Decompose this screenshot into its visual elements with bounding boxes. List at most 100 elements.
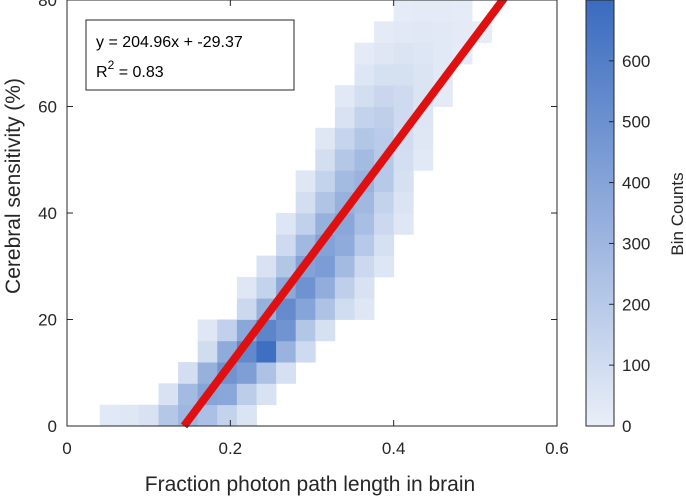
colorbar-tick-label: 100 xyxy=(622,356,650,375)
heatmap-bin xyxy=(354,298,375,320)
heatmap-bin xyxy=(393,63,414,86)
heatmap-bin xyxy=(374,85,395,107)
heatmap-bin xyxy=(197,362,218,384)
heatmap-bin xyxy=(236,362,257,384)
heatmap-bin xyxy=(256,340,277,363)
heatmap-bin xyxy=(334,106,355,129)
colorbar-tick-label: 0 xyxy=(622,417,631,436)
heatmap-bin xyxy=(178,383,199,406)
heatmap-bin xyxy=(315,191,336,214)
heatmap-bin xyxy=(413,42,434,65)
heatmap-bin xyxy=(99,404,120,427)
colorbar-title: Bin Counts xyxy=(668,172,686,255)
heatmap-bin xyxy=(452,0,473,22)
colorbar xyxy=(585,0,615,427)
heatmap-bin xyxy=(374,234,395,256)
heatmap-bin xyxy=(413,127,434,150)
heatmap-bin xyxy=(138,404,159,427)
heatmap-bin xyxy=(334,170,355,193)
heatmap-bin xyxy=(354,42,375,65)
heatmap-bin xyxy=(354,255,375,278)
heatmap-bin xyxy=(413,149,434,171)
fit-r-squared: R2 = 0.83 xyxy=(96,58,164,81)
heatmap-bin xyxy=(197,404,218,427)
heatmap-bin xyxy=(334,234,355,256)
heatmap-bin xyxy=(374,170,395,193)
heatmap-bin xyxy=(413,0,434,22)
heatmap-bin xyxy=(315,170,336,193)
y-tick-label: 40 xyxy=(38,204,57,223)
y-axis-ticks: 0 20 40 60 80 xyxy=(38,0,557,436)
heatmap-bin xyxy=(354,276,375,299)
x-axis-ticks: 0 0.2 0.4 0.6 xyxy=(62,0,569,458)
heatmap-bin xyxy=(334,127,355,150)
heatmap-bin xyxy=(393,191,414,214)
heatmap-bin xyxy=(432,0,453,22)
heatmap-bin xyxy=(374,63,395,86)
heatmap-bin xyxy=(315,127,336,150)
heatmap-bin xyxy=(393,213,414,235)
heatmap-bin xyxy=(197,319,218,342)
heatmap-bin xyxy=(256,383,277,406)
colorbar-ticks: 0 100 200 300 400 500 600 xyxy=(609,52,650,436)
heatmap-bin xyxy=(354,106,375,129)
heatmap-bin xyxy=(315,149,336,171)
heatmap-bin xyxy=(334,298,355,320)
heatmap-bin xyxy=(295,298,316,320)
heatmap-bin xyxy=(393,85,414,107)
heatmap-bin xyxy=(432,21,453,43)
heatmap-bin xyxy=(374,213,395,235)
heatmap-bin xyxy=(354,127,375,150)
y-tick-label: 60 xyxy=(38,98,57,117)
colorbar-tick-label: 300 xyxy=(622,234,650,253)
fit-equation: y = 204.96x + -29.37 xyxy=(96,34,243,51)
heatmap-bin xyxy=(354,234,375,256)
heatmap-bin xyxy=(276,362,297,384)
heatmap-bin xyxy=(119,404,140,427)
heatmap-bin xyxy=(256,276,277,299)
heatmap-bin xyxy=(354,85,375,107)
heatmap-bin xyxy=(236,298,257,320)
heatmap-bin xyxy=(256,255,277,278)
heatmap-bin xyxy=(315,255,336,278)
heatmap-bin xyxy=(256,362,277,384)
heatmap-bin xyxy=(374,255,395,278)
heatmap-bin xyxy=(217,383,238,406)
heatmap-bin xyxy=(236,276,257,299)
heatmap-bin xyxy=(158,383,179,406)
heatmap-bin xyxy=(236,404,257,427)
heatmap-bin xyxy=(354,149,375,171)
heatmap-bin xyxy=(295,340,316,363)
x-axis-title: Fraction photon path length in brain xyxy=(145,473,475,496)
heatmap-bin xyxy=(334,149,355,171)
heatmap-bin xyxy=(452,21,473,43)
heatmap-bin xyxy=(393,149,414,171)
fit-line-layer xyxy=(180,0,508,429)
x-tick-label: 0.4 xyxy=(382,439,406,458)
heatmap-bin xyxy=(393,42,414,65)
heatmap-bin xyxy=(432,42,453,65)
colorbar-tick-label: 400 xyxy=(622,174,650,193)
y-tick-label: 80 xyxy=(38,0,57,10)
heatmap-bin xyxy=(276,340,297,363)
y-tick-label: 0 xyxy=(48,417,57,436)
heatmap-bin xyxy=(295,213,316,235)
fit-line xyxy=(180,0,508,429)
heatmap-bin xyxy=(334,255,355,278)
y-axis-title: Cerebral sensitivity (%) xyxy=(2,78,25,294)
heatmap-bin xyxy=(217,319,238,342)
heatmap-bin xyxy=(334,276,355,299)
heatmap-bin xyxy=(315,276,336,299)
heatmap-bin xyxy=(315,298,336,320)
heatmap-bin xyxy=(374,191,395,214)
heatmap-bin xyxy=(413,63,434,86)
heatmap-bin xyxy=(276,234,297,256)
heatmap-bin xyxy=(374,106,395,129)
heatmap-bin xyxy=(295,319,316,342)
heatmap-bin xyxy=(178,362,199,384)
x-tick-label: 0.2 xyxy=(219,439,243,458)
heatmap-bin xyxy=(393,170,414,193)
y-tick-label: 20 xyxy=(38,311,57,330)
